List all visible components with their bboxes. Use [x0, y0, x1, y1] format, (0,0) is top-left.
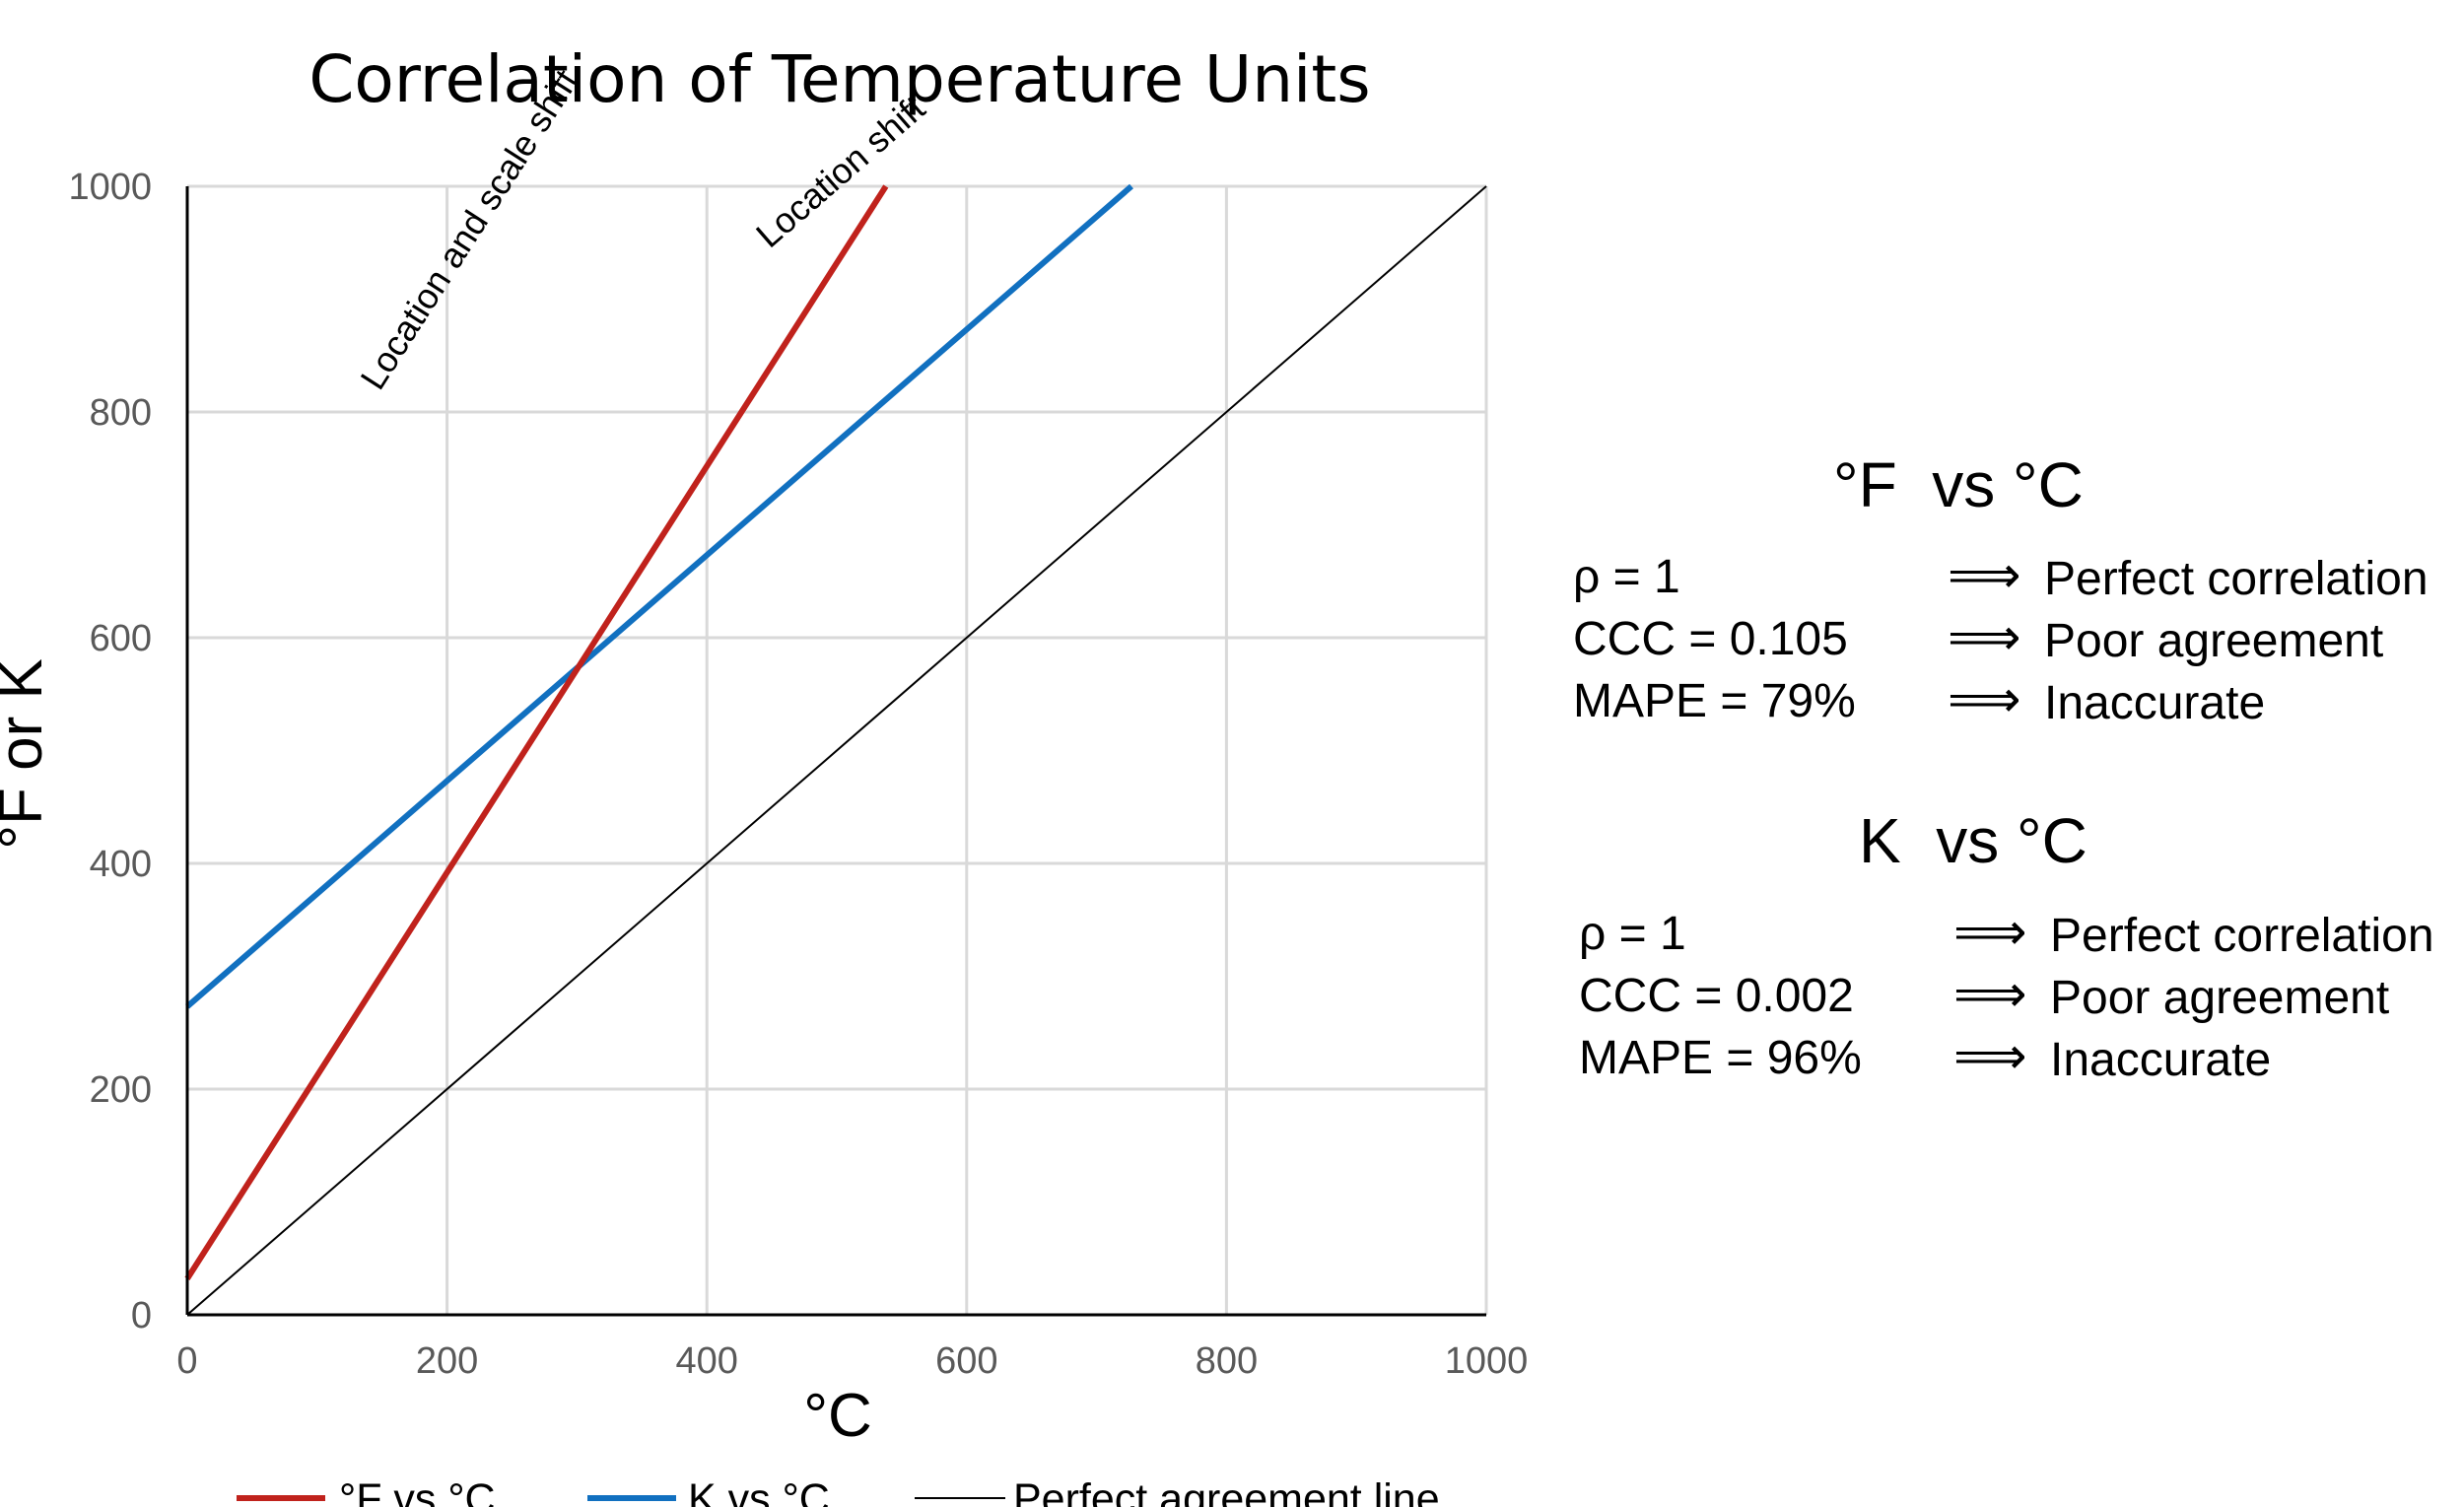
panel-result: Perfect correlation — [2044, 553, 2429, 605]
gridlines — [187, 184, 1488, 1315]
panel-metric: MAPE = 96% — [1579, 1032, 1862, 1084]
panel-metric: ρ = 1 — [1579, 908, 1686, 960]
y-tick-label: 400 — [90, 844, 152, 885]
implies-arrow-icon: ⟹ — [1953, 965, 2027, 1024]
panel-result: Inaccurate — [2044, 677, 2266, 729]
series-line-0 — [184, 184, 889, 1280]
implies-arrow-icon: ⟹ — [1953, 903, 2027, 962]
panel-metric: CCC = 0.105 — [1573, 613, 1848, 665]
series-lines — [184, 183, 1487, 1316]
y-tick-label: 200 — [90, 1069, 152, 1111]
series-line-2 — [186, 185, 1487, 1316]
x-tick-label: 400 — [675, 1340, 737, 1382]
x-tick-label: 0 — [176, 1340, 197, 1382]
panel-result: Perfect correlation — [2050, 910, 2434, 962]
x-axis-title: °C — [803, 1382, 872, 1450]
y-tick-label: 1000 — [68, 167, 152, 208]
x-tick-label: 600 — [935, 1340, 997, 1382]
panel-heading: K vs °C — [1859, 805, 2088, 876]
legend-label: °F vs °C — [339, 1475, 496, 1507]
implies-arrow-icon: ⟹ — [1953, 1027, 2027, 1086]
panel-result: Poor agreement — [2050, 972, 2390, 1024]
legend-label: K vs °C — [688, 1475, 830, 1507]
panel-metric: MAPE = 79% — [1573, 675, 1856, 727]
x-tick-label: 200 — [416, 1340, 478, 1382]
panel-metric: ρ = 1 — [1573, 551, 1680, 603]
panel-metric: CCC = 0.002 — [1579, 970, 1854, 1022]
y-tick-label: 800 — [90, 392, 152, 434]
chart-title: Correlation of Temperature Units — [308, 41, 1370, 117]
y-tick-label: 0 — [131, 1295, 152, 1336]
series-line-1 — [185, 183, 1133, 1009]
panel-heading: °F vs °C — [1833, 449, 2084, 520]
implies-arrow-icon: ⟹ — [1948, 546, 2021, 605]
x-tick-label: 1000 — [1445, 1340, 1529, 1382]
y-tick-label: 600 — [90, 618, 152, 659]
x-tick-label: 800 — [1196, 1340, 1258, 1382]
tick-labels: 0 200 400 600 800 1000 0 200 400 600 800 1000 — [68, 167, 1528, 1382]
axes — [185, 186, 1486, 1317]
implies-arrow-icon: ⟹ — [1948, 670, 2021, 729]
panel-result: Inaccurate — [2050, 1034, 2272, 1086]
implies-arrow-icon: ⟹ — [1948, 608, 2021, 667]
legend: °F vs °C K vs °C Perfect agreement line — [237, 1475, 1440, 1507]
legend-label: Perfect agreement line — [1013, 1475, 1440, 1507]
y-axis-title: °F or K — [0, 658, 55, 850]
panel-result: Poor agreement — [2044, 615, 2384, 667]
